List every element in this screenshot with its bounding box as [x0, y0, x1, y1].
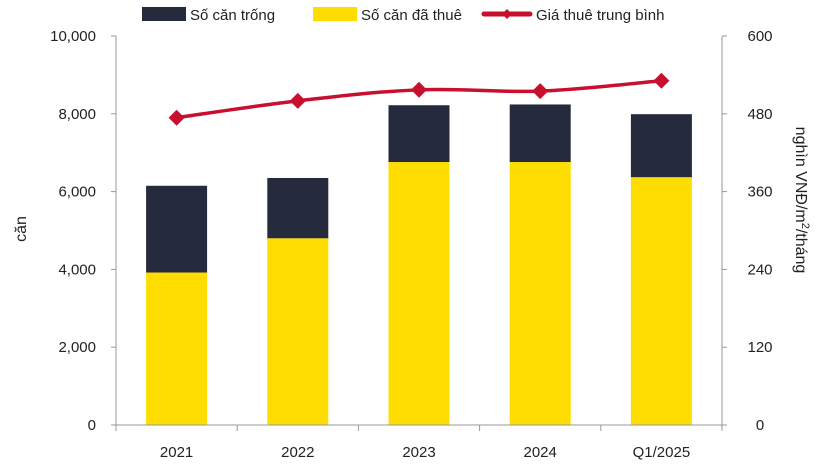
legend-swatch-vacant — [142, 7, 186, 21]
y-tick-label: 0 — [88, 417, 96, 434]
bar-rented-4 — [630, 177, 692, 425]
bar-rented-1 — [267, 238, 329, 425]
legend-label-vacant: Số căn trống — [190, 7, 275, 24]
y2-axis-title-main: nghìn VNĐ/m — [792, 127, 809, 223]
y2-tick-label: 480 — [747, 106, 772, 123]
bar-vacant-3 — [509, 104, 571, 163]
y-tick-label: 8,000 — [58, 106, 96, 123]
y-tick-label: 6,000 — [58, 184, 96, 201]
x-tick-label: 2024 — [524, 444, 557, 461]
legend-marker-avg-rent — [502, 9, 512, 19]
bar-rented-0 — [146, 272, 208, 425]
y2-tick-label: 240 — [747, 261, 772, 278]
y2-axis-title-tail: /tháng — [792, 229, 809, 273]
y2-axis-title-sup: 2 — [799, 223, 811, 229]
legend-label-rented: Số căn đã thuê — [361, 7, 462, 24]
line-point-3 — [532, 83, 549, 100]
x-tick-label: 2022 — [281, 444, 314, 461]
x-tick-label: Q1/2025 — [633, 444, 691, 461]
bar-vacant-2 — [388, 105, 450, 163]
y2-tick-label: 600 — [747, 28, 772, 45]
bar-rented-3 — [509, 162, 571, 425]
legend: Số căn trống Số căn đã thuê Giá thuê trung… — [142, 7, 664, 24]
bar-vacant-0 — [146, 185, 208, 273]
x-tick-label: 2021 — [160, 444, 193, 461]
y2-tick-label: 120 — [747, 339, 772, 356]
line-point-0 — [168, 109, 185, 126]
y-tick-label: 10,000 — [50, 28, 96, 45]
x-tick-label: 2023 — [402, 444, 435, 461]
y2-tick-label: 0 — [756, 417, 764, 434]
y2-tick-label: 360 — [747, 184, 772, 201]
axes — [111, 35, 727, 431]
bar-vacant-4 — [630, 114, 692, 178]
line-series — [168, 72, 670, 126]
line-point-1 — [289, 92, 306, 109]
tick-labels: 0 2,000 4,000 6,000 8,000 10,000 0 120 240 360 480… — [50, 28, 772, 461]
y2-axis-title: nghìn VNĐ/m2/tháng — [792, 127, 811, 274]
y-tick-label: 4,000 — [58, 261, 96, 278]
y-axis-title: căn — [13, 216, 30, 242]
line-point-4 — [653, 72, 670, 89]
legend-swatch-rented — [313, 7, 357, 21]
y-tick-label: 2,000 — [58, 339, 96, 356]
line-point-2 — [411, 81, 427, 98]
bar-vacant-1 — [267, 177, 329, 239]
bars — [146, 104, 692, 425]
legend-label-avg-rent: Giá thuê trung bình — [536, 7, 664, 24]
bar-rented-2 — [388, 162, 450, 425]
